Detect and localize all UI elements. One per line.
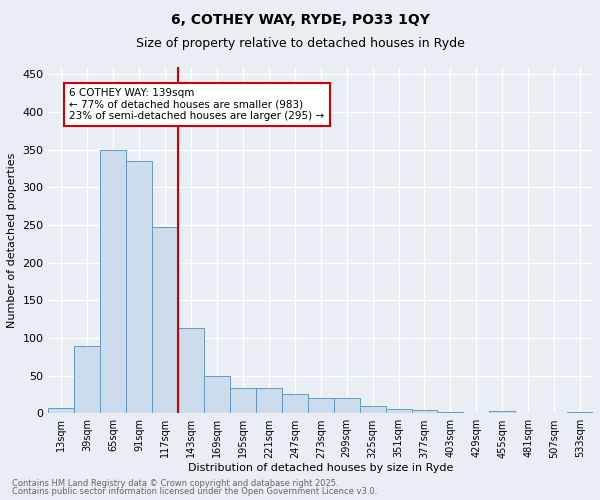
Bar: [256, 388, 282, 413]
Bar: [334, 398, 359, 413]
Bar: [490, 411, 515, 414]
Y-axis label: Number of detached properties: Number of detached properties: [7, 152, 17, 328]
X-axis label: Distribution of detached houses by size in Ryde: Distribution of detached houses by size …: [188, 463, 454, 473]
Bar: [126, 161, 152, 413]
Bar: [152, 226, 178, 414]
Bar: [567, 412, 593, 414]
Bar: [100, 150, 126, 413]
Bar: [204, 376, 230, 414]
Bar: [412, 410, 437, 414]
Bar: [386, 410, 412, 414]
Bar: [359, 406, 386, 413]
Text: 6, COTHEY WAY, RYDE, PO33 1QY: 6, COTHEY WAY, RYDE, PO33 1QY: [170, 12, 430, 26]
Bar: [49, 408, 74, 414]
Bar: [282, 394, 308, 413]
Bar: [437, 412, 463, 414]
Text: 6 COTHEY WAY: 139sqm
← 77% of detached houses are smaller (983)
23% of semi-deta: 6 COTHEY WAY: 139sqm ← 77% of detached h…: [69, 88, 325, 121]
Bar: [74, 346, 100, 414]
Text: Contains HM Land Registry data © Crown copyright and database right 2025.: Contains HM Land Registry data © Crown c…: [12, 478, 338, 488]
Text: Size of property relative to detached houses in Ryde: Size of property relative to detached ho…: [136, 38, 464, 51]
Bar: [178, 328, 204, 414]
Bar: [230, 388, 256, 413]
Text: Contains public sector information licensed under the Open Government Licence v3: Contains public sector information licen…: [12, 487, 377, 496]
Bar: [308, 398, 334, 413]
Bar: [541, 412, 567, 414]
